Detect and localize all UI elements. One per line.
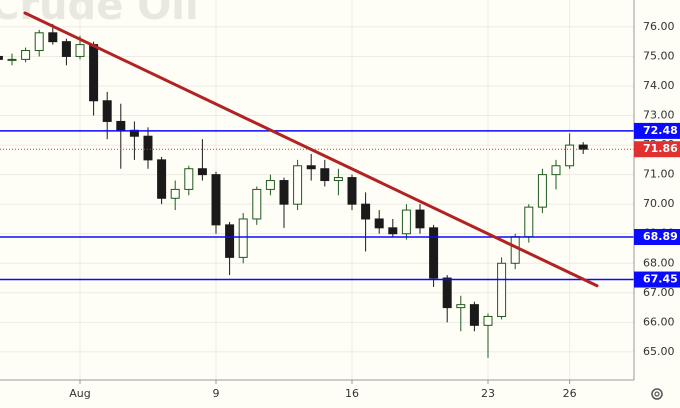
- x-tick-label: Aug: [69, 387, 90, 400]
- axes: 65.0066.0067.0068.0069.0070.0071.0072.00…: [69, 20, 680, 400]
- candle-body: [48, 32, 58, 43]
- y-tick-label: 68.00: [643, 256, 675, 269]
- candle-body: [157, 159, 167, 199]
- candle-body: [89, 44, 99, 102]
- candle-body: [75, 44, 85, 57]
- level-label: 72.48: [643, 124, 678, 137]
- candle-body: [7, 58, 17, 61]
- candle-body: [265, 180, 275, 190]
- candle-body: [211, 174, 221, 226]
- candle-body: [61, 41, 71, 57]
- candle-body: [565, 144, 575, 167]
- candle-body: [116, 120, 126, 131]
- y-tick-label: 73.00: [643, 109, 675, 122]
- candle-body: [197, 168, 207, 176]
- candle-body: [524, 206, 534, 238]
- candle-body: [184, 168, 194, 190]
- last-price-label: 71.86: [643, 142, 678, 155]
- candle-body: [401, 209, 411, 235]
- y-tick-label: 74.00: [643, 79, 675, 92]
- candle-body: [170, 188, 180, 199]
- candle-body: [537, 174, 547, 208]
- level-label: 67.45: [643, 273, 678, 286]
- level-label: 68.89: [643, 230, 678, 243]
- candle-body: [306, 165, 316, 170]
- candle-body: [551, 165, 561, 176]
- trend-line: [23, 11, 599, 288]
- x-tick-label: 26: [563, 387, 577, 400]
- candle-body: [143, 135, 153, 161]
- gear[interactable]: [651, 388, 663, 400]
- level-tag: [634, 228, 680, 245]
- last-price-tag: [634, 141, 680, 158]
- candle-body: [361, 203, 371, 220]
- level-tag: [634, 271, 680, 288]
- y-tick-label: 70.00: [643, 197, 675, 210]
- candle-body: [497, 262, 507, 317]
- candle-body: [442, 277, 452, 309]
- x-tick-label: 16: [345, 387, 359, 400]
- candle-body: [510, 236, 520, 264]
- candle-body: [279, 180, 289, 205]
- x-tick-label: 23: [481, 387, 495, 400]
- x-tick-label: 9: [213, 387, 220, 400]
- plot: [0, 11, 634, 358]
- candle-body: [456, 304, 466, 309]
- gear-hub[interactable]: [654, 391, 660, 397]
- candle-body: [415, 209, 425, 229]
- y-tick-label: 75.00: [643, 49, 675, 62]
- candle-body: [320, 168, 330, 182]
- candle-body: [347, 177, 357, 205]
- candle-body: [333, 177, 343, 182]
- candle-body: [374, 218, 384, 229]
- level-tag: [634, 122, 680, 139]
- candle-body: [238, 218, 248, 258]
- candle-body: [34, 32, 44, 52]
- candle-body: [388, 227, 398, 235]
- candle-body: [225, 224, 235, 258]
- y-tick-label: 76.00: [643, 20, 675, 33]
- y-tick-label: 67.00: [643, 286, 675, 299]
- candle-body: [578, 144, 588, 150]
- candle-body: [293, 165, 303, 205]
- settings-icon[interactable]: [651, 388, 663, 400]
- y-tick-label: 66.00: [643, 315, 675, 328]
- watermark: Crude Oil: [0, 0, 199, 29]
- y-tick-label: 65.00: [643, 345, 675, 358]
- y-tick-label: 71.00: [643, 168, 675, 181]
- candle-body: [483, 315, 493, 326]
- candle-body: [252, 188, 262, 220]
- candle-body: [102, 100, 112, 122]
- candle-body: [21, 50, 31, 60]
- candle-body: [429, 227, 439, 279]
- candle-body: [0, 55, 3, 60]
- candle-body: [469, 304, 479, 326]
